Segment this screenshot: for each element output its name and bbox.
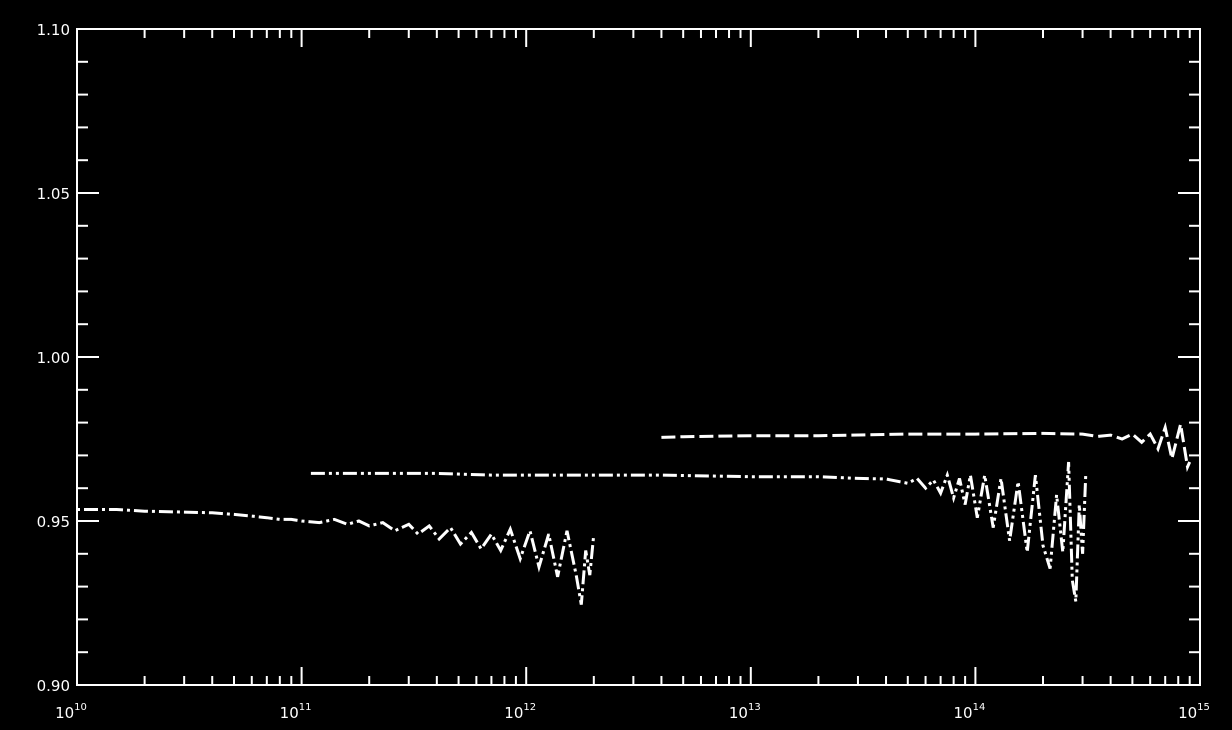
series-line-3 (661, 421, 1192, 473)
x-tick-label: 1011 (280, 702, 312, 722)
y-tick-label: 1.00 (37, 349, 70, 367)
series-lines (77, 421, 1192, 605)
tick-marks (76, 28, 1201, 686)
x-tick-label: 1013 (729, 702, 761, 722)
x-tick-label: 1014 (953, 702, 985, 722)
y-tick-label: 1.10 (37, 21, 70, 39)
series-line-1 (77, 508, 596, 605)
x-tick-label: 1010 (55, 702, 87, 722)
y-tick-label: 1.05 (37, 185, 70, 203)
y-tick-label: 0.95 (37, 513, 70, 531)
y-tick-label: 0.90 (37, 677, 70, 695)
tick-labels: 1010 1011 1012 1013 1014 1015 0.90 0.95 1.00 1.05… (37, 21, 1210, 722)
series-line-2 (310, 461, 1088, 602)
x-tick-label: 1015 (1178, 702, 1210, 722)
x-tick-label: 1012 (504, 702, 536, 722)
